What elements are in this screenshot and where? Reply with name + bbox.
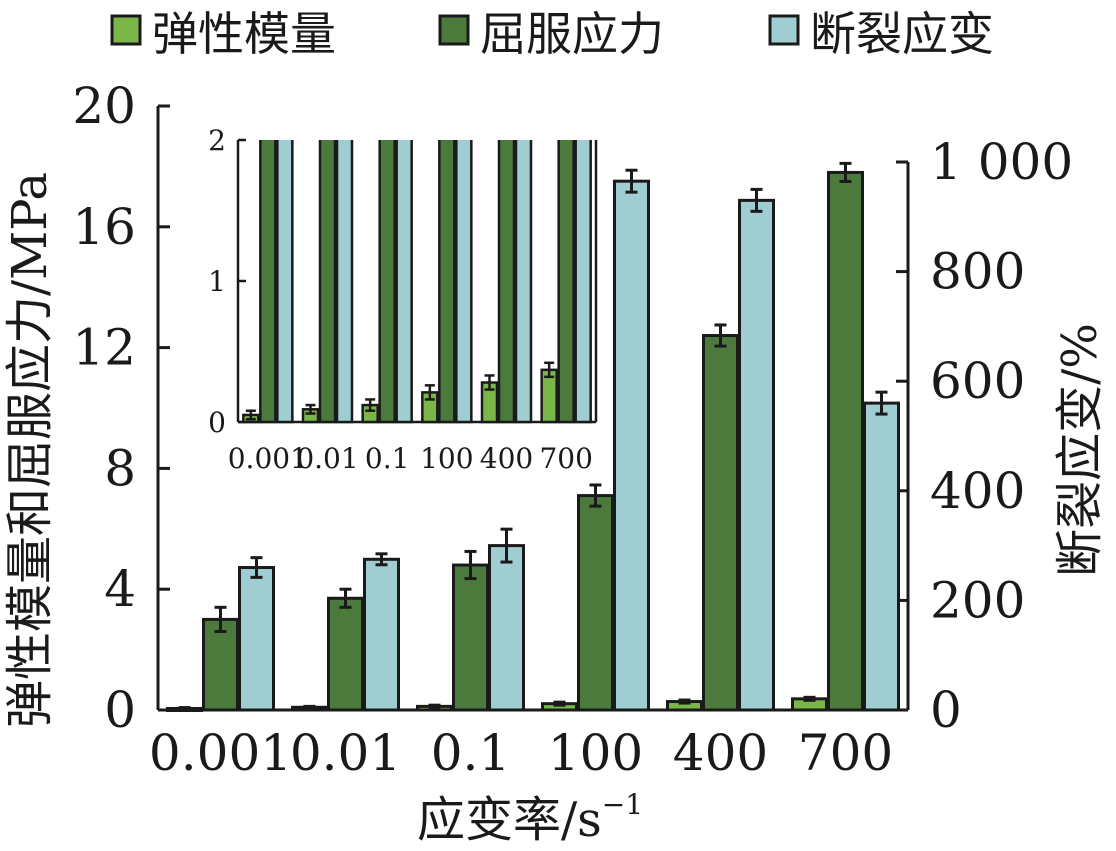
y2-tick-label: 400 [930,462,1025,520]
x-axis-title-main: 应变率/s [417,792,602,848]
inset-bar [497,140,516,424]
inset-bar-group [361,140,413,424]
inset-y-tick-label: 2 [208,124,226,157]
inset-bar [574,140,592,424]
inset-x-tick-label: 400 [480,442,533,475]
bar [738,198,775,712]
bar [577,494,614,712]
x-tick-label: 100 [548,724,643,782]
inset-bar [276,140,294,424]
inset-bar [378,140,396,424]
y-tick-label: 16 [72,198,136,256]
bar-group [166,556,275,712]
bar [363,557,400,712]
inset-y-tick-label: 1 [208,265,226,298]
bar [238,566,275,712]
x-tick-label: 0.001 [149,724,292,782]
y-tick-label: 12 [72,319,136,377]
inset-x-tick-label: 0.1 [365,442,410,475]
inset-bar [455,140,473,424]
x-tick-label: 400 [673,724,768,782]
bar [327,596,364,712]
legend-swatch-2 [768,14,800,46]
bar [613,179,650,712]
inset-x-tick-label: 0.01 [296,442,358,475]
y-tick-label: 4 [104,560,136,618]
y2-axis-title: 断裂应变/% [1052,323,1108,577]
inset-bar [557,140,575,424]
inset-bar [438,140,456,424]
bar-group [666,187,775,712]
inset-x-tick-label: 0.001 [228,442,308,475]
legend-label-2: 断裂应变 [810,7,994,61]
x-axis-title: 应变率/s−1 [417,788,643,848]
legend-swatch-0 [110,14,142,46]
bar [452,563,489,712]
inset-bar-group [540,140,592,424]
inset-y-tick-label: 0 [208,406,226,439]
y2-tick-label: 800 [930,243,1025,301]
bar-group [791,161,900,712]
y-axis-title: 弹性模量和屈服应力/MPa [2,172,58,728]
legend-label-1: 屈服应力 [480,7,664,61]
y-tick-label: 8 [104,439,136,497]
y-tick-label: 20 [72,77,136,135]
bar [488,544,525,712]
inset-bar-group [242,140,294,424]
inset-bar [514,140,533,424]
bar-group [416,527,525,712]
bar-group [541,168,650,712]
y2-tick-label: 1 000 [930,133,1073,191]
bar [702,334,739,712]
x-axis-title-sup: −1 [602,788,643,821]
legend: 弹性模量 屈服应力 断裂应变 [110,7,994,61]
bar [827,170,864,712]
inset-bar [259,140,277,424]
inset-bar [395,140,413,424]
inset-x-tick-label: 700 [539,442,592,475]
y-tick-label: 0 [104,681,136,739]
inset-x-tick-label: 100 [420,442,473,475]
inset-bar-group [421,140,473,424]
bar-group [291,552,400,712]
y2-tick-label: 600 [930,352,1025,410]
inset-bar-group [480,140,533,424]
inset-bar [335,140,354,424]
y2-tick-label: 0 [930,681,962,739]
bar [863,401,900,712]
inset-bar [318,140,337,424]
y2-tick-label: 200 [930,571,1025,629]
x-tick-label: 0.01 [290,724,401,782]
bar [202,617,239,712]
x-tick-label: 0.1 [431,724,511,782]
legend-swatch-1 [438,14,470,46]
x-tick-label: 700 [798,724,893,782]
legend-label-0: 弹性模量 [152,7,336,61]
inset-bar-group [301,140,354,424]
